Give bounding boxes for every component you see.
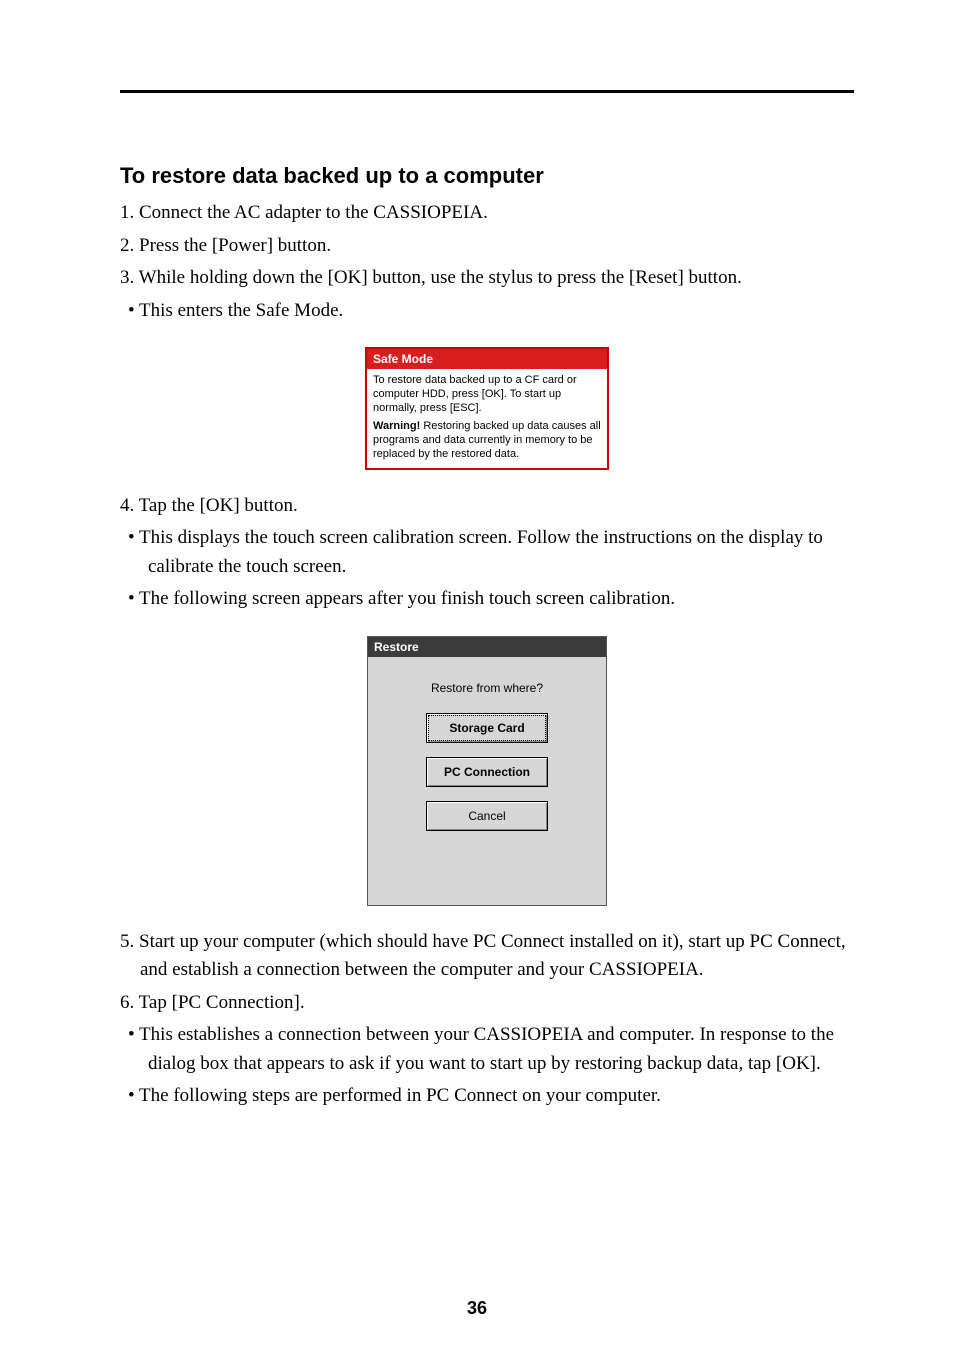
top-divider (120, 90, 854, 93)
body-text: 1. Connect the AC adapter to the CASSIOP… (120, 199, 854, 325)
pc-connection-button[interactable]: PC Connection (426, 757, 548, 787)
step-4: 4. Tap the [OK] button. (120, 492, 854, 521)
step-6: 6. Tap [PC Connection]. (120, 989, 854, 1018)
safemode-screenshot: Safe Mode To restore data backed up to a… (120, 347, 854, 470)
cancel-button[interactable]: Cancel (426, 801, 548, 831)
section-heading: To restore data backed up to a computer (120, 163, 854, 189)
restore-title: Restore (368, 637, 606, 657)
restore-prompt: Restore from where? (431, 681, 543, 695)
body-text-3: 5. Start up your computer (which should … (120, 928, 854, 1111)
safemode-title: Safe Mode (367, 349, 607, 369)
restore-dialog: Restore Restore from where? Storage Card… (367, 636, 607, 906)
bullet-safe-mode: • This enters the Safe Mode. (120, 297, 854, 326)
safemode-warning: Warning! Restoring backed up data causes… (367, 420, 607, 467)
page-number: 36 (0, 1298, 954, 1319)
bullet-pc-connect-steps: • The following steps are performed in P… (120, 1082, 854, 1111)
safemode-body-text: To restore data backed up to a CF card o… (367, 369, 607, 420)
bullet-following-screen: • The following screen appears after you… (120, 585, 854, 614)
step-3: 3. While holding down the [OK] button, u… (120, 264, 854, 293)
step-2: 2. Press the [Power] button. (120, 232, 854, 261)
step-1: 1. Connect the AC adapter to the CASSIOP… (120, 199, 854, 228)
body-text-2: 4. Tap the [OK] button. • This displays … (120, 492, 854, 614)
restore-screenshot: Restore Restore from where? Storage Card… (120, 636, 854, 906)
safemode-warning-label: Warning! (373, 420, 420, 432)
restore-body: Restore from where? Storage Card PC Conn… (368, 657, 606, 905)
bullet-calibration: • This displays the touch screen calibra… (120, 524, 854, 581)
safemode-dialog: Safe Mode To restore data backed up to a… (365, 347, 609, 470)
bullet-establish-conn: • This establishes a connection between … (120, 1021, 854, 1078)
storage-card-button[interactable]: Storage Card (426, 713, 548, 743)
step-5: 5. Start up your computer (which should … (120, 928, 854, 985)
